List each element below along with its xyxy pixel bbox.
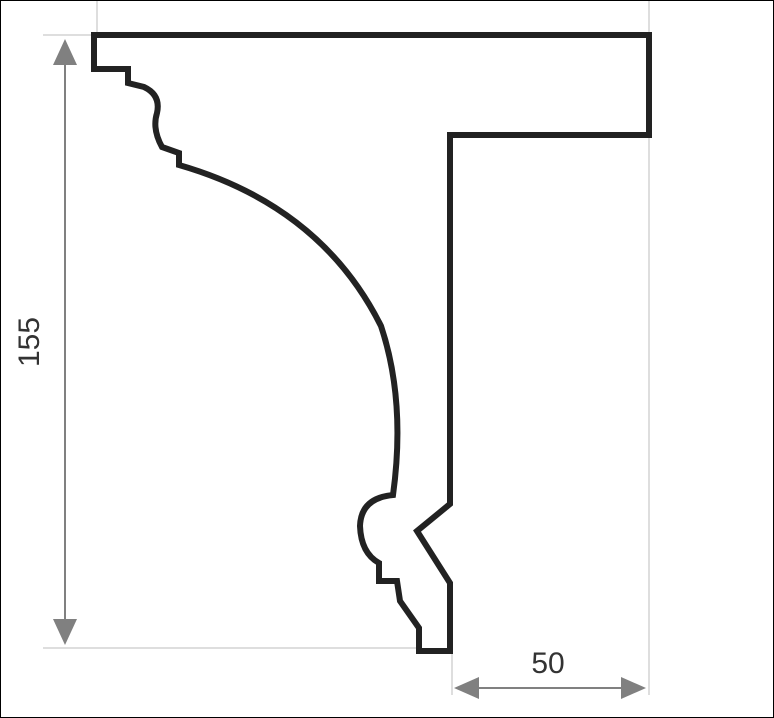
height-arrow-top xyxy=(53,39,77,65)
width-arrow-right xyxy=(621,677,646,699)
extension-lines xyxy=(43,1,650,695)
molding-profile-outline xyxy=(91,32,652,654)
height-dimension-label: 155 xyxy=(13,317,46,367)
width-arrow-left xyxy=(454,677,479,699)
height-dimension: 155 xyxy=(13,39,77,645)
height-arrow-bottom xyxy=(53,619,77,645)
width-dimension: 50 xyxy=(454,647,646,699)
width-dimension-label: 50 xyxy=(531,647,564,680)
